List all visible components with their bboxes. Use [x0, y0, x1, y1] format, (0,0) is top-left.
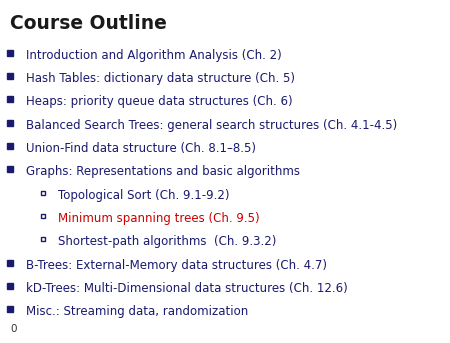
- Text: Shortest-path algorithms  (Ch. 9.3.2): Shortest-path algorithms (Ch. 9.3.2): [58, 235, 277, 248]
- Text: Graphs: Representations and basic algorithms: Graphs: Representations and basic algori…: [26, 165, 300, 178]
- Text: Union-Find data structure (Ch. 8.1–8.5): Union-Find data structure (Ch. 8.1–8.5): [26, 142, 256, 155]
- Text: B-Trees: External-Memory data structures (Ch. 4.7): B-Trees: External-Memory data structures…: [26, 259, 327, 272]
- Text: Course Outline: Course Outline: [10, 14, 167, 33]
- Text: 0: 0: [10, 324, 16, 334]
- Text: Hash Tables: dictionary data structure (Ch. 5): Hash Tables: dictionary data structure (…: [26, 72, 295, 85]
- Text: kD-Trees: Multi-Dimensional data structures (Ch. 12.6): kD-Trees: Multi-Dimensional data structu…: [26, 282, 348, 295]
- Text: Introduction and Algorithm Analysis (Ch. 2): Introduction and Algorithm Analysis (Ch.…: [26, 49, 282, 62]
- Text: Heaps: priority queue data structures (Ch. 6): Heaps: priority queue data structures (C…: [26, 95, 293, 108]
- Text: Balanced Search Trees: general search structures (Ch. 4.1-4.5): Balanced Search Trees: general search st…: [26, 119, 397, 132]
- Text: Misc.: Streaming data, randomization: Misc.: Streaming data, randomization: [26, 305, 248, 318]
- Text: Minimum spanning trees (Ch. 9.5): Minimum spanning trees (Ch. 9.5): [58, 212, 260, 225]
- Text: Topological Sort (Ch. 9.1-9.2): Topological Sort (Ch. 9.1-9.2): [58, 189, 230, 202]
